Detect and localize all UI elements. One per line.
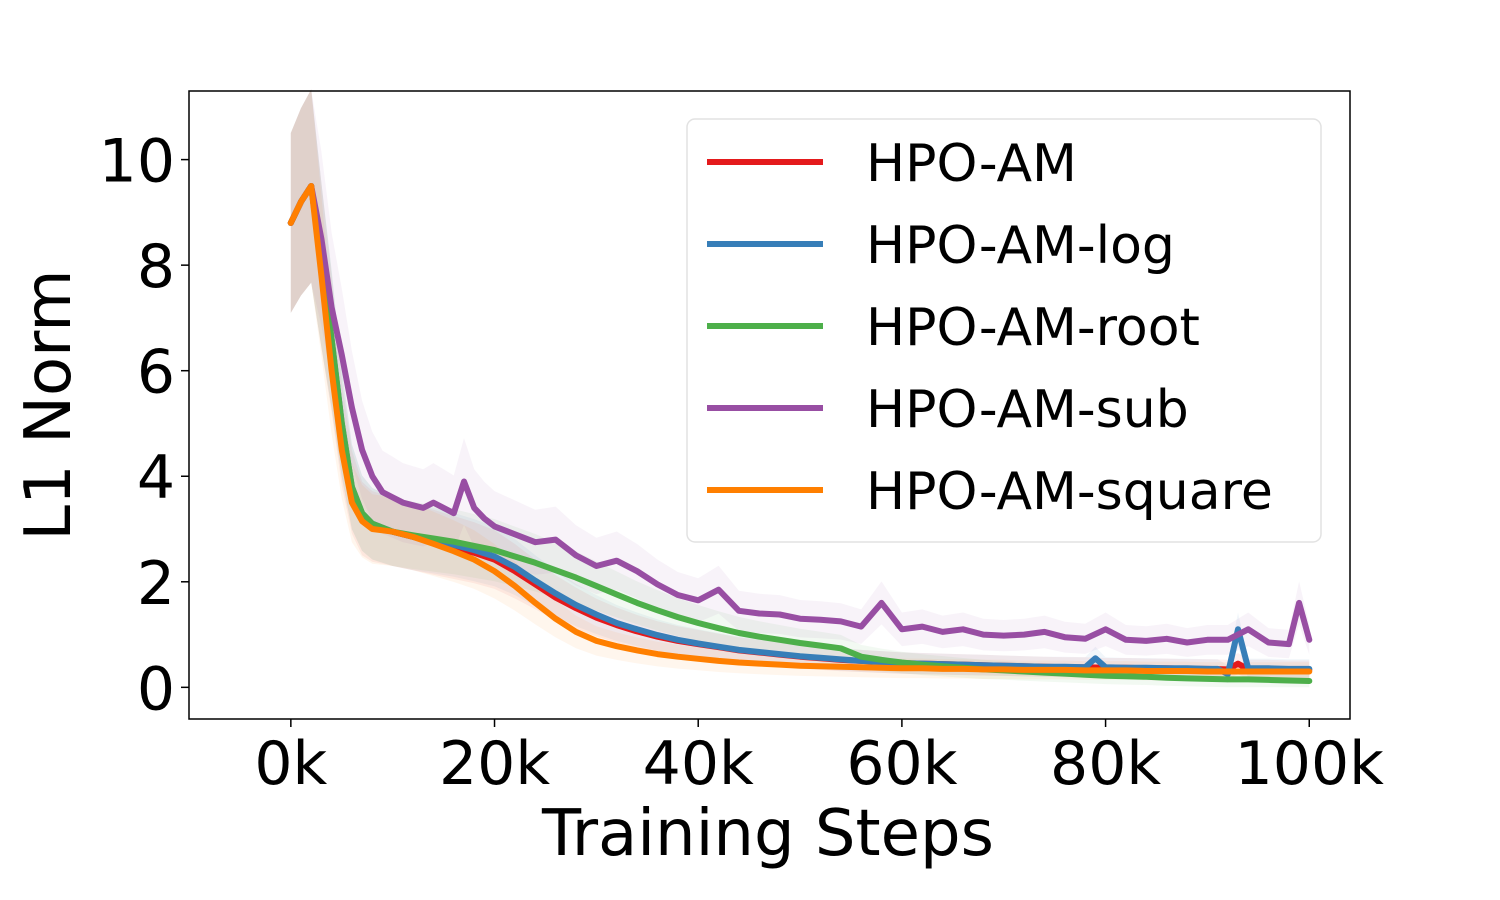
y-tick-label-2: 2: [137, 549, 175, 619]
band-4: [290, 89, 1310, 659]
legend-box: [686, 118, 1322, 543]
y-tick-label-1: 0: [137, 654, 175, 724]
series-line-4: [287, 183, 1313, 648]
x-tick-label-4: 60k: [846, 729, 957, 799]
plot-frame: [188, 90, 1351, 720]
legend-label-3: HPO-AM-root: [866, 298, 1200, 358]
x-tick-label-1: 0k: [254, 729, 327, 799]
series-lines: [287, 183, 1313, 684]
variance-bands: [290, 89, 1310, 688]
y-tick-label-5: 8: [137, 232, 175, 302]
y-axis-label: L1 Norm: [12, 269, 86, 540]
legend-label-2: HPO-AM-log: [866, 216, 1175, 276]
legend-label-4: HPO-AM-sub: [866, 380, 1189, 440]
legend: HPO-AM HPO-AM-log HPO-AM-root HPO-AM-sub HPO…: [686, 118, 1322, 543]
x-tick-label-2: 20k: [439, 729, 550, 799]
x-tick-label-3: 40k: [643, 729, 754, 799]
y-tick-label-6: 10: [99, 127, 175, 197]
x-axis: 0k 20k 40k 60k 80k 100k: [254, 719, 1384, 799]
legend-label-1: HPO-AM: [866, 134, 1077, 194]
series-line-5: [287, 183, 1313, 675]
x-tick-label-6: 100k: [1235, 729, 1385, 799]
y-tick-label-3: 4: [137, 443, 175, 513]
x-axis-label: Training Steps: [541, 797, 994, 871]
y-axis: 0 2 4 6 8 10: [99, 127, 189, 724]
x-tick-label-5: 80k: [1050, 729, 1161, 799]
y-tick-label-4: 6: [137, 338, 175, 408]
legend-label-5: HPO-AM-square: [866, 462, 1273, 522]
